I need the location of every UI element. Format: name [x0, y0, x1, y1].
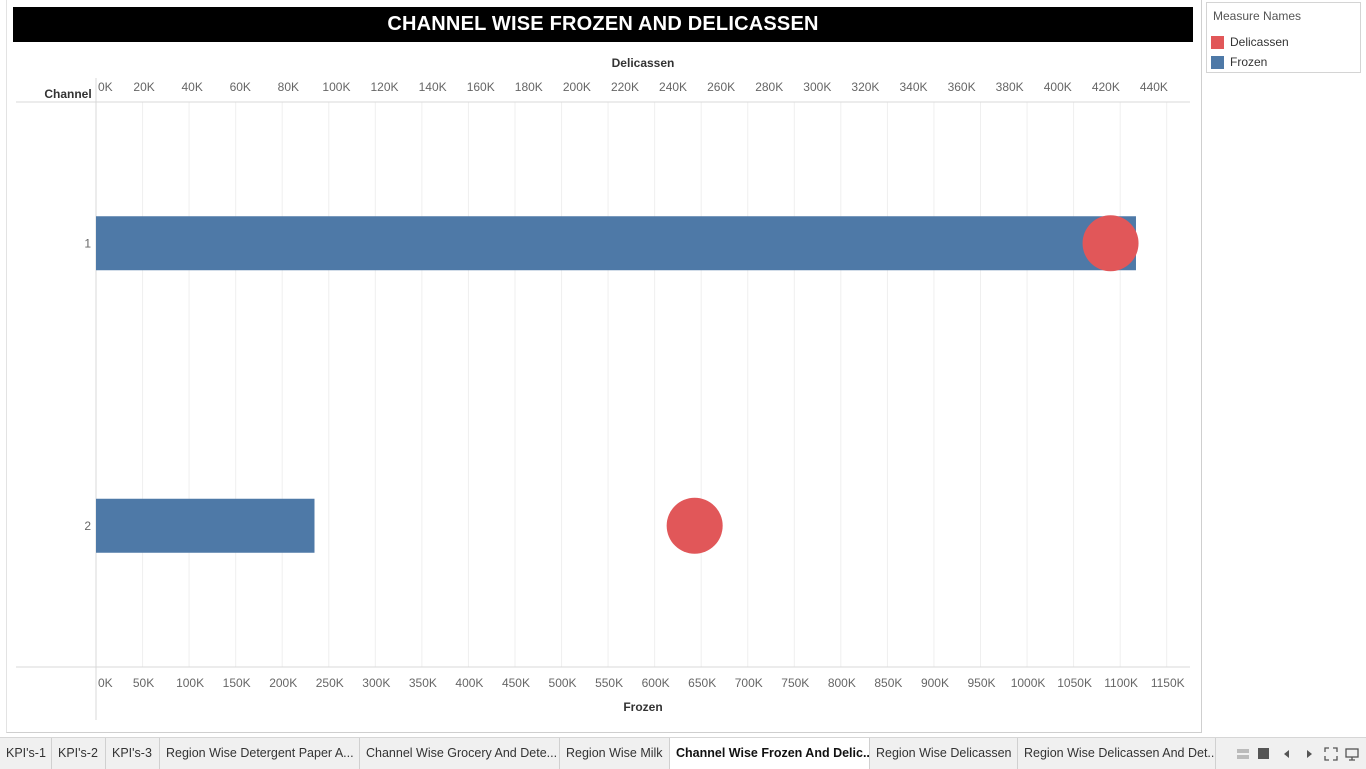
- bottom-axis-title: Frozen: [623, 700, 662, 714]
- chart-marks: [96, 215, 1139, 554]
- bottom-tick-label: 150K: [223, 676, 251, 690]
- bottom-tick-label: 700K: [735, 676, 763, 690]
- bottom-tick-label: 950K: [967, 676, 995, 690]
- filmstrip-icon[interactable]: [1257, 747, 1271, 761]
- top-tick-label: 300K: [803, 80, 831, 94]
- delicassen-circle: [666, 497, 723, 554]
- bottom-tick-label: 800K: [828, 676, 856, 690]
- top-tick-label: 260K: [707, 80, 735, 94]
- top-tick-label: 420K: [1092, 80, 1120, 94]
- next-icon[interactable]: [1302, 747, 1316, 761]
- top-tick-label: 60K: [230, 80, 251, 94]
- chart-axes: 0K 50K 100K 150K 200K 250K 300K 350K 400K 450K 500…: [16, 56, 1190, 720]
- bottom-tick-label: 50K: [133, 676, 154, 690]
- top-tick-label: 200K: [563, 80, 591, 94]
- tab-region-wise-milk[interactable]: Region Wise Milk: [560, 738, 670, 769]
- fullscreen-icon[interactable]: [1324, 747, 1338, 761]
- bottom-tick-label: 600K: [642, 676, 670, 690]
- top-tick-label: 440K: [1140, 80, 1168, 94]
- chart-canvas: 0K 50K 100K 150K 200K 250K 300K 350K 400K 450K 500…: [16, 56, 1190, 720]
- legend-swatch-delicassen: [1211, 36, 1224, 49]
- chart-title: CHANNEL WISE FROZEN AND DELICASSEN: [13, 7, 1193, 42]
- bottom-tick-label: 750K: [781, 676, 809, 690]
- top-tick-label: 120K: [371, 80, 399, 94]
- grid-view-icon[interactable]: [1236, 747, 1250, 761]
- bottom-tick-label: 1150K: [1151, 676, 1185, 690]
- top-tick-label: 320K: [851, 80, 879, 94]
- row-label: 2: [84, 519, 91, 533]
- legend: Measure Names Delicassen Frozen: [1206, 2, 1361, 73]
- bottom-tick-label: 0K: [98, 676, 113, 690]
- top-tick-label: 380K: [996, 80, 1024, 94]
- tab-channel-wise-frozen[interactable]: Channel Wise Frozen And Delic...: [670, 738, 870, 769]
- bottom-tick-label: 100K: [176, 676, 204, 690]
- top-tick-label: 140K: [419, 80, 447, 94]
- bottom-tick-label: 1100K: [1104, 676, 1138, 690]
- top-tick-label: 220K: [611, 80, 639, 94]
- tab-region-wise-delicassen[interactable]: Region Wise Delicassen: [870, 738, 1018, 769]
- row-label: 1: [84, 236, 91, 250]
- top-tick-label: 20K: [133, 80, 154, 94]
- dashboard-sheet: [6, 0, 1202, 733]
- tab-channel-wise-grocery[interactable]: Channel Wise Grocery And Dete...: [360, 738, 560, 769]
- top-tick-label: 160K: [467, 80, 495, 94]
- bottom-tick-label: 1000K: [1011, 676, 1046, 690]
- frozen-bar: [96, 498, 315, 553]
- present-icon[interactable]: [1345, 747, 1359, 761]
- top-tick-label: 360K: [948, 80, 976, 94]
- tab-region-wise-delicassen-and-det[interactable]: Region Wise Delicassen And Det...: [1018, 738, 1216, 769]
- top-tick-label: 280K: [755, 80, 783, 94]
- legend-label-delicassen: Delicassen: [1230, 35, 1289, 49]
- top-axis-title: Delicassen: [612, 56, 675, 70]
- sheet-tab-bar: KPI's-1 KPI's-2 KPI's-3 Region Wise Dete…: [0, 737, 1366, 769]
- legend-swatch-frozen: [1211, 56, 1224, 69]
- bottom-tick-label: 500K: [549, 676, 577, 690]
- delicassen-circle: [1082, 215, 1139, 272]
- top-tick-label: 40K: [181, 80, 202, 94]
- top-tick-label: 0K: [98, 80, 113, 94]
- top-tick-label: 180K: [515, 80, 543, 94]
- bottom-tick-label: 900K: [921, 676, 949, 690]
- top-tick-label: 340K: [899, 80, 927, 94]
- top-tick-label: 100K: [322, 80, 350, 94]
- bottom-tick-label: 1050K: [1057, 676, 1092, 690]
- frozen-bar: [96, 216, 1136, 271]
- top-tick-label: 240K: [659, 80, 687, 94]
- chart-grid: [142, 102, 1168, 667]
- bottom-tick-label: 550K: [595, 676, 623, 690]
- legend-title: Measure Names: [1213, 9, 1302, 23]
- bottom-tick-label: 650K: [688, 676, 716, 690]
- prev-icon[interactable]: [1280, 747, 1294, 761]
- bottom-tick-label: 250K: [316, 676, 344, 690]
- top-tick-label: 80K: [278, 80, 299, 94]
- bottom-tick-label: 200K: [269, 676, 297, 690]
- tab-kpis-1[interactable]: KPI's-1: [0, 738, 52, 769]
- tab-kpis-3[interactable]: KPI's-3: [106, 738, 160, 769]
- bottom-tick-label: 400K: [455, 676, 483, 690]
- bottom-tick-label: 850K: [874, 676, 902, 690]
- top-tick-label: 400K: [1044, 80, 1072, 94]
- tab-kpis-2[interactable]: KPI's-2: [52, 738, 106, 769]
- bottom-tick-label: 300K: [362, 676, 390, 690]
- legend-label-frozen: Frozen: [1230, 55, 1268, 69]
- tab-region-wise-detergent-paper[interactable]: Region Wise Detergent Paper A...: [160, 738, 360, 769]
- bottom-tick-label: 350K: [409, 676, 437, 690]
- row-header: Channel: [44, 87, 91, 101]
- bottom-tick-label: 450K: [502, 676, 530, 690]
